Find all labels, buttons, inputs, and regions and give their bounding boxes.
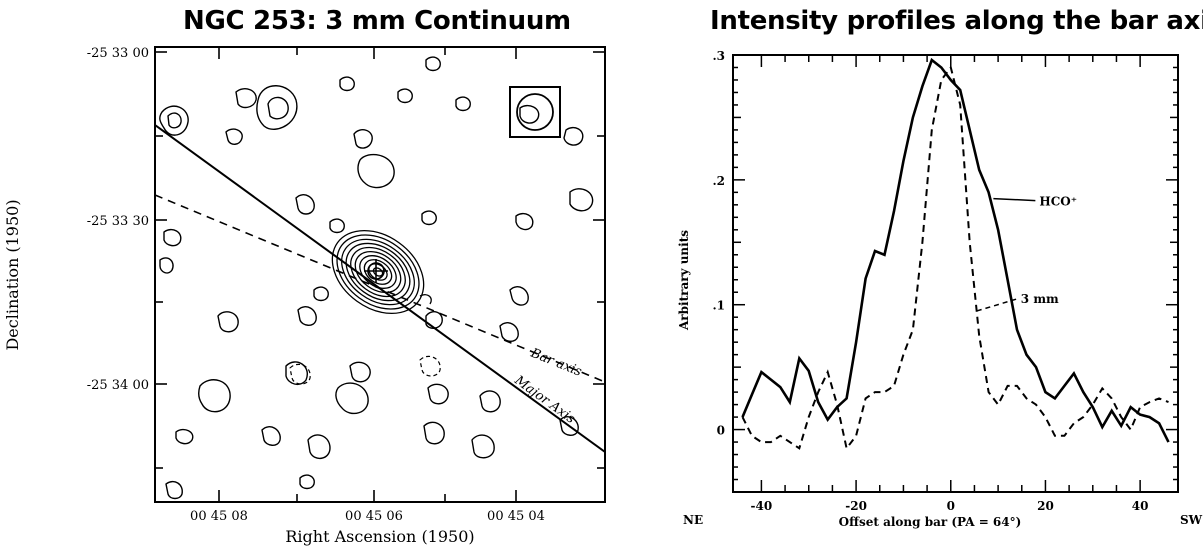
ra-tick-label: 00 45 06	[345, 509, 403, 524]
contour-blob	[167, 112, 182, 129]
noise-contours	[159, 56, 594, 500]
beam-box	[509, 86, 561, 138]
dec-tick-label: -25 33 30	[87, 214, 149, 229]
contour-blob	[569, 188, 594, 212]
contour-blob	[261, 426, 281, 446]
x-tick-label: -20	[845, 499, 867, 513]
source-contour	[363, 259, 393, 285]
contour-blob	[425, 311, 443, 329]
contour-blob	[425, 56, 441, 72]
contour-blob	[357, 153, 395, 189]
contour-blob	[397, 88, 413, 104]
contour-blob	[559, 416, 579, 436]
contour-blob	[267, 96, 289, 120]
bar-axis-annotation: Bar axis	[528, 345, 585, 379]
contour-blob	[285, 361, 308, 386]
x-end-label-ne: NE	[683, 513, 703, 527]
contour-blob	[479, 390, 501, 413]
contour-blob	[295, 194, 315, 215]
profile-plot-frame	[732, 54, 1179, 493]
contour-blob	[509, 286, 529, 306]
y-tick-label: .3	[712, 49, 725, 63]
contour-map-ticks	[155, 47, 605, 502]
source-contour	[341, 238, 415, 306]
contour-blob	[217, 311, 239, 333]
contour-blob	[421, 210, 437, 226]
3mm-label-leader	[976, 298, 1018, 312]
y-tick-label: .1	[712, 299, 725, 313]
source-contour	[359, 255, 397, 289]
source-contour	[345, 242, 411, 302]
contour-blob	[329, 218, 345, 234]
dec-axis-label: Declination (1950)	[3, 199, 22, 350]
y-tick-label: 0	[717, 424, 725, 438]
profile-x-axis-label: Offset along bar (PA = 64°)	[839, 515, 1022, 529]
source-contour-extension	[419, 294, 432, 305]
hco-label-leader	[993, 197, 1036, 202]
contour-blob	[423, 421, 445, 445]
dashed-contour	[419, 355, 441, 377]
source-contour	[350, 246, 406, 298]
ra-tick-label: 00 45 08	[190, 509, 248, 524]
x-tick-label: -40	[751, 499, 773, 513]
profile-plot-panel: -40 -20 0 20 40 0 .1 .2 .3 NE SW Offset …	[677, 49, 1203, 529]
ra-axis-label: Right Ascension (1950)	[285, 527, 474, 546]
centroid-marker	[364, 259, 388, 283]
dec-tick-label: -25 33 00	[87, 46, 149, 61]
contour-map-frame	[154, 46, 606, 503]
contour-blob	[256, 85, 298, 130]
profile-plot-ticks	[733, 54, 1178, 493]
x-tick-label: 20	[1037, 499, 1054, 513]
contour-blob	[471, 434, 495, 459]
contour-blob	[297, 306, 317, 326]
y-tick-label: .2	[712, 174, 725, 188]
contour-blob	[307, 434, 331, 459]
ra-tick-label: 00 45 04	[487, 509, 545, 524]
contour-blob	[519, 104, 540, 124]
contour-blob	[175, 428, 194, 445]
contour-blob	[225, 128, 243, 145]
x-end-label-sw: SW	[1180, 513, 1203, 527]
contour-map-panel: 00 45 08 00 45 06 00 45 04 -25 33 00 -25…	[3, 46, 606, 546]
x-tick-label: 40	[1132, 499, 1149, 513]
series-label-hco: HCO⁺	[1039, 195, 1077, 209]
contour-blob	[427, 383, 449, 405]
x-tick-label: 0	[947, 499, 955, 513]
profile-plot-series	[741, 57, 1170, 451]
series-label-3mm: 3 mm	[1021, 292, 1059, 306]
source-contours	[331, 229, 432, 315]
contour-blob	[455, 96, 471, 112]
series-line-hco	[741, 57, 1170, 443]
left-chart-title: NGC 253: 3 mm Continuum	[183, 6, 571, 36]
contour-blob	[339, 76, 355, 92]
contour-blob	[159, 105, 189, 136]
contour-blob	[349, 361, 371, 383]
contour-blob	[235, 88, 257, 109]
contour-blob	[165, 480, 183, 500]
contour-blob	[163, 228, 182, 247]
contour-blob	[313, 286, 329, 302]
source-contour	[336, 234, 420, 310]
series-line-3mm	[741, 65, 1169, 451]
dec-tick-label: -25 34 00	[87, 378, 149, 393]
source-contour	[354, 250, 402, 294]
contour-map-content	[155, 56, 605, 500]
contour-blob	[499, 322, 519, 342]
contour-blob	[197, 379, 231, 413]
major-axis-annotation: Major Axis	[511, 373, 578, 428]
dashed-contour	[289, 363, 311, 385]
right-chart-title: Intensity profiles along the bar axis	[710, 6, 1203, 36]
source-contour	[331, 229, 425, 315]
contour-blob	[335, 382, 369, 415]
contour-blob	[353, 129, 373, 149]
contour-blob	[515, 212, 534, 231]
contour-blob	[299, 474, 315, 490]
contour-blob	[563, 126, 584, 146]
profile-y-axis-label: Arbitrary units	[677, 230, 691, 331]
negative-contours	[289, 355, 441, 385]
contour-blob	[159, 257, 174, 274]
